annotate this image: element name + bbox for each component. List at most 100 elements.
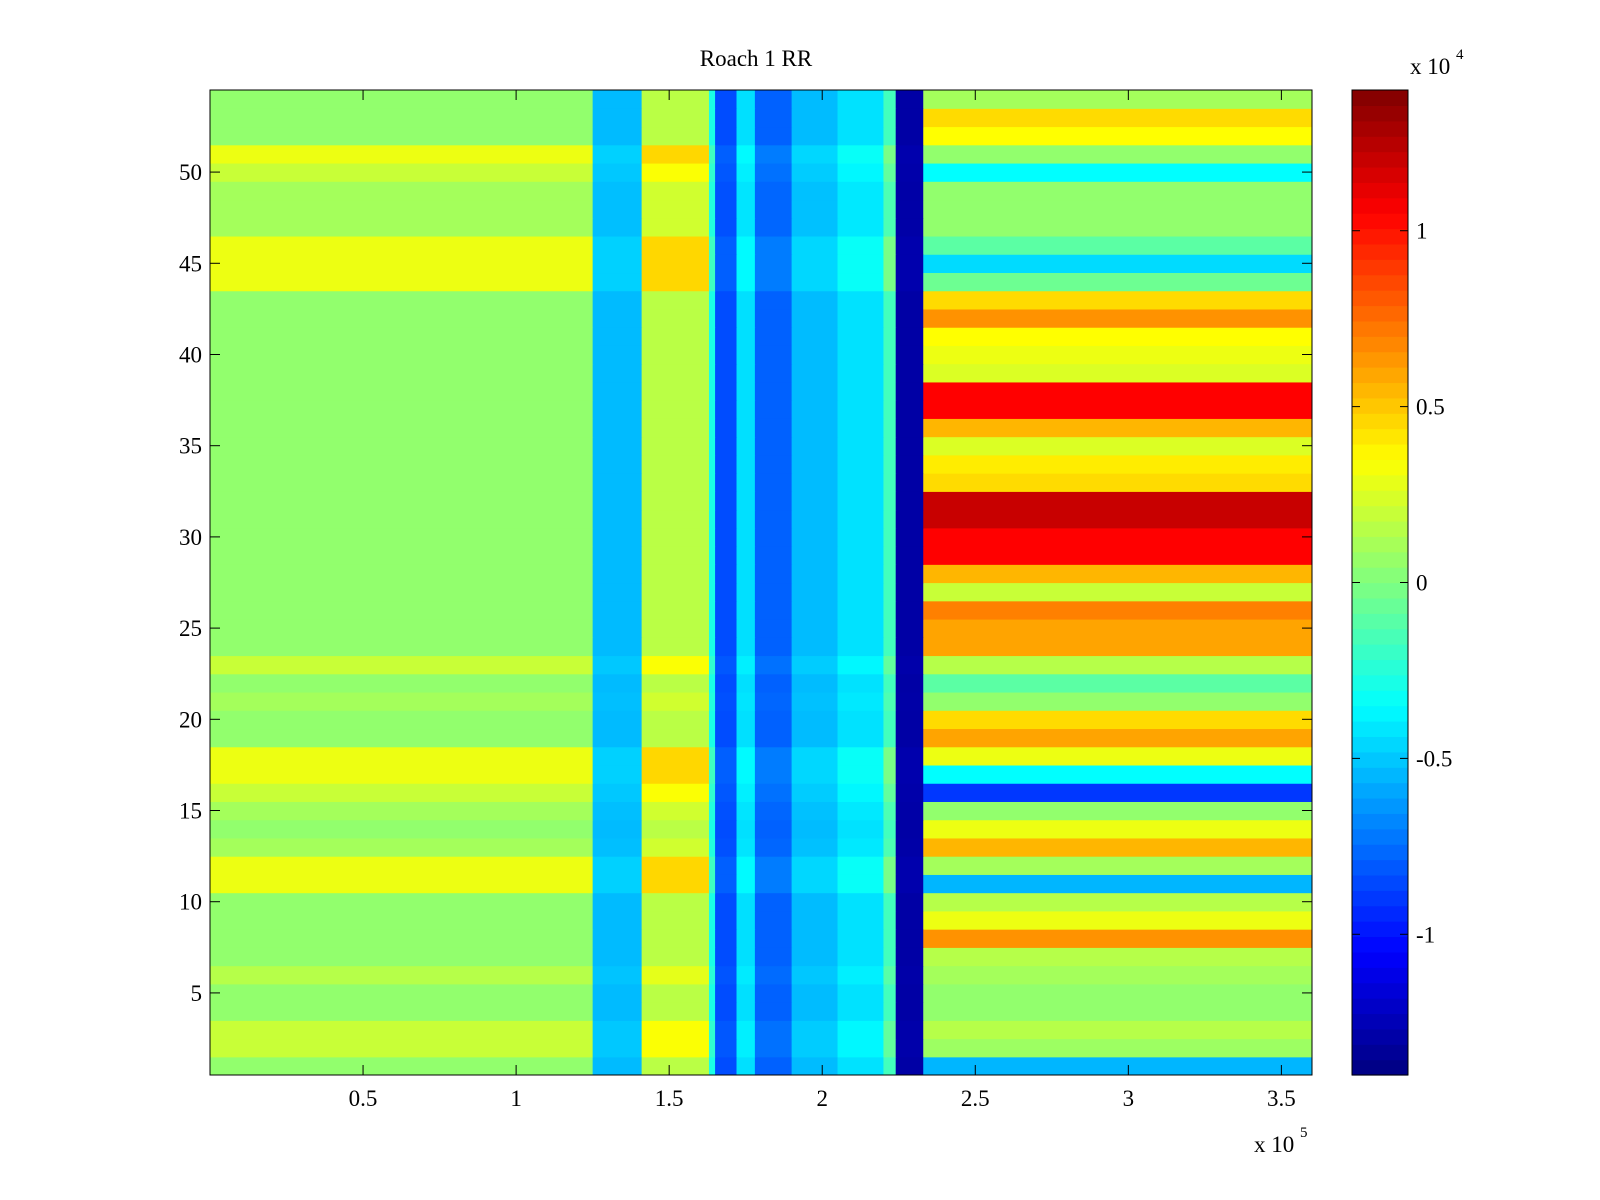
heatmap-cell xyxy=(895,783,924,802)
heatmap-cell xyxy=(592,618,643,638)
heatmap-cell xyxy=(791,637,839,657)
heatmap-cell xyxy=(210,1002,594,1021)
heatmap-cell xyxy=(592,491,643,511)
y-axis: 5 10 15 20 25 30 35 40 45 50 xyxy=(179,160,1312,1006)
heatmap-cell xyxy=(754,947,793,967)
colorbar-tick-label: -0.5 xyxy=(1416,746,1452,771)
heatmap-cell xyxy=(210,108,594,128)
y-tick-label: 10 xyxy=(179,890,202,915)
heatmap-cell xyxy=(791,381,839,401)
heatmap-cell xyxy=(837,874,885,894)
heatmap-cell xyxy=(923,90,1312,109)
heatmap-cell xyxy=(715,1038,738,1058)
heatmap-cell xyxy=(592,728,643,748)
heatmap-cell xyxy=(837,436,885,456)
heatmap-cell xyxy=(210,1056,594,1075)
heatmap-cell xyxy=(791,655,839,675)
heatmap-cell xyxy=(210,837,594,857)
heatmap-cell xyxy=(708,454,716,474)
heatmap-cell xyxy=(736,454,756,474)
heatmap-cell xyxy=(715,947,738,967)
heatmap-cell xyxy=(641,947,710,967)
colorbar-swatch xyxy=(1352,213,1408,230)
heatmap-cell xyxy=(837,637,885,657)
heatmap-cell xyxy=(708,600,716,620)
heatmap-cell xyxy=(883,363,897,383)
heatmap-cell xyxy=(754,1056,793,1075)
heatmap-cell xyxy=(883,254,897,274)
heatmap-cell xyxy=(715,126,738,146)
heatmap-cell xyxy=(715,90,738,109)
heatmap-cell xyxy=(715,728,738,748)
heatmap-cell xyxy=(715,144,738,164)
heatmap-cell xyxy=(754,108,793,128)
colorbar-swatch xyxy=(1352,1059,1408,1076)
heatmap-cell xyxy=(715,618,738,638)
heatmap-cell xyxy=(592,473,643,492)
heatmap-cell xyxy=(592,929,643,948)
heatmap-cell xyxy=(883,728,897,748)
heatmap-cell xyxy=(708,144,716,164)
heatmap-cell xyxy=(736,691,756,711)
heatmap-cell xyxy=(715,217,738,237)
heatmap-cell xyxy=(895,746,924,766)
heatmap-cell xyxy=(736,473,756,492)
heatmap-cell xyxy=(895,1020,924,1040)
heatmap-cell xyxy=(736,1038,756,1058)
heatmap-cell xyxy=(895,637,924,657)
heatmap-cell xyxy=(592,801,643,821)
heatmap-cell xyxy=(708,90,716,109)
heatmap-cell xyxy=(883,454,897,474)
heatmap-cell xyxy=(592,217,643,237)
heatmap-cell xyxy=(592,290,643,310)
heatmap-cell xyxy=(592,199,643,219)
heatmap-cell xyxy=(883,1020,897,1040)
heatmap-cell xyxy=(641,746,710,766)
heatmap-cell xyxy=(791,892,839,912)
heatmap-cell xyxy=(895,874,924,894)
heatmap-cell xyxy=(754,874,793,894)
heatmap-cell xyxy=(837,673,885,693)
heatmap-cell xyxy=(592,235,643,255)
heatmap-cell xyxy=(641,217,710,237)
colorbar-swatch xyxy=(1352,582,1408,599)
heatmap-cell xyxy=(210,947,594,967)
heatmap-cell xyxy=(210,363,594,383)
heatmap-cell xyxy=(708,381,716,401)
heatmap-cell xyxy=(837,856,885,875)
heatmap-cell xyxy=(883,546,897,565)
heatmap-cell xyxy=(895,710,924,730)
heatmap-cell xyxy=(708,1020,716,1040)
heatmap-cell xyxy=(754,290,793,310)
heatmap-cell xyxy=(791,217,839,237)
heatmap-cell xyxy=(736,491,756,511)
heatmap-cell xyxy=(736,856,756,875)
chart-title: Roach 1 RR xyxy=(700,46,813,71)
heatmap-cell xyxy=(736,272,756,292)
heatmap-cell xyxy=(210,856,594,875)
heatmap-cell xyxy=(736,509,756,529)
heatmap-cell xyxy=(895,436,924,456)
heatmap-cell xyxy=(883,90,897,109)
heatmap-cell xyxy=(736,217,756,237)
heatmap-cell xyxy=(210,582,594,602)
heatmap-cell xyxy=(736,363,756,383)
heatmap-cell xyxy=(708,910,716,930)
heatmap-cell xyxy=(210,509,594,529)
heatmap-cell xyxy=(754,801,793,821)
heatmap-cell xyxy=(641,600,710,620)
heatmap-cell xyxy=(210,90,594,109)
heatmap-cell xyxy=(715,746,738,766)
heatmap-cell xyxy=(895,381,924,401)
heatmap-cell xyxy=(708,783,716,802)
x-tick-label: 1.5 xyxy=(655,1086,684,1111)
heatmap-cell xyxy=(708,655,716,675)
heatmap-cell xyxy=(715,473,738,492)
y-tick-label: 5 xyxy=(191,981,203,1006)
heatmap-cell xyxy=(791,527,839,547)
heatmap-cell xyxy=(837,290,885,310)
heatmap-cell xyxy=(895,509,924,529)
heatmap-cell xyxy=(592,90,643,109)
heatmap-cell xyxy=(791,600,839,620)
heatmap-cell xyxy=(791,254,839,274)
